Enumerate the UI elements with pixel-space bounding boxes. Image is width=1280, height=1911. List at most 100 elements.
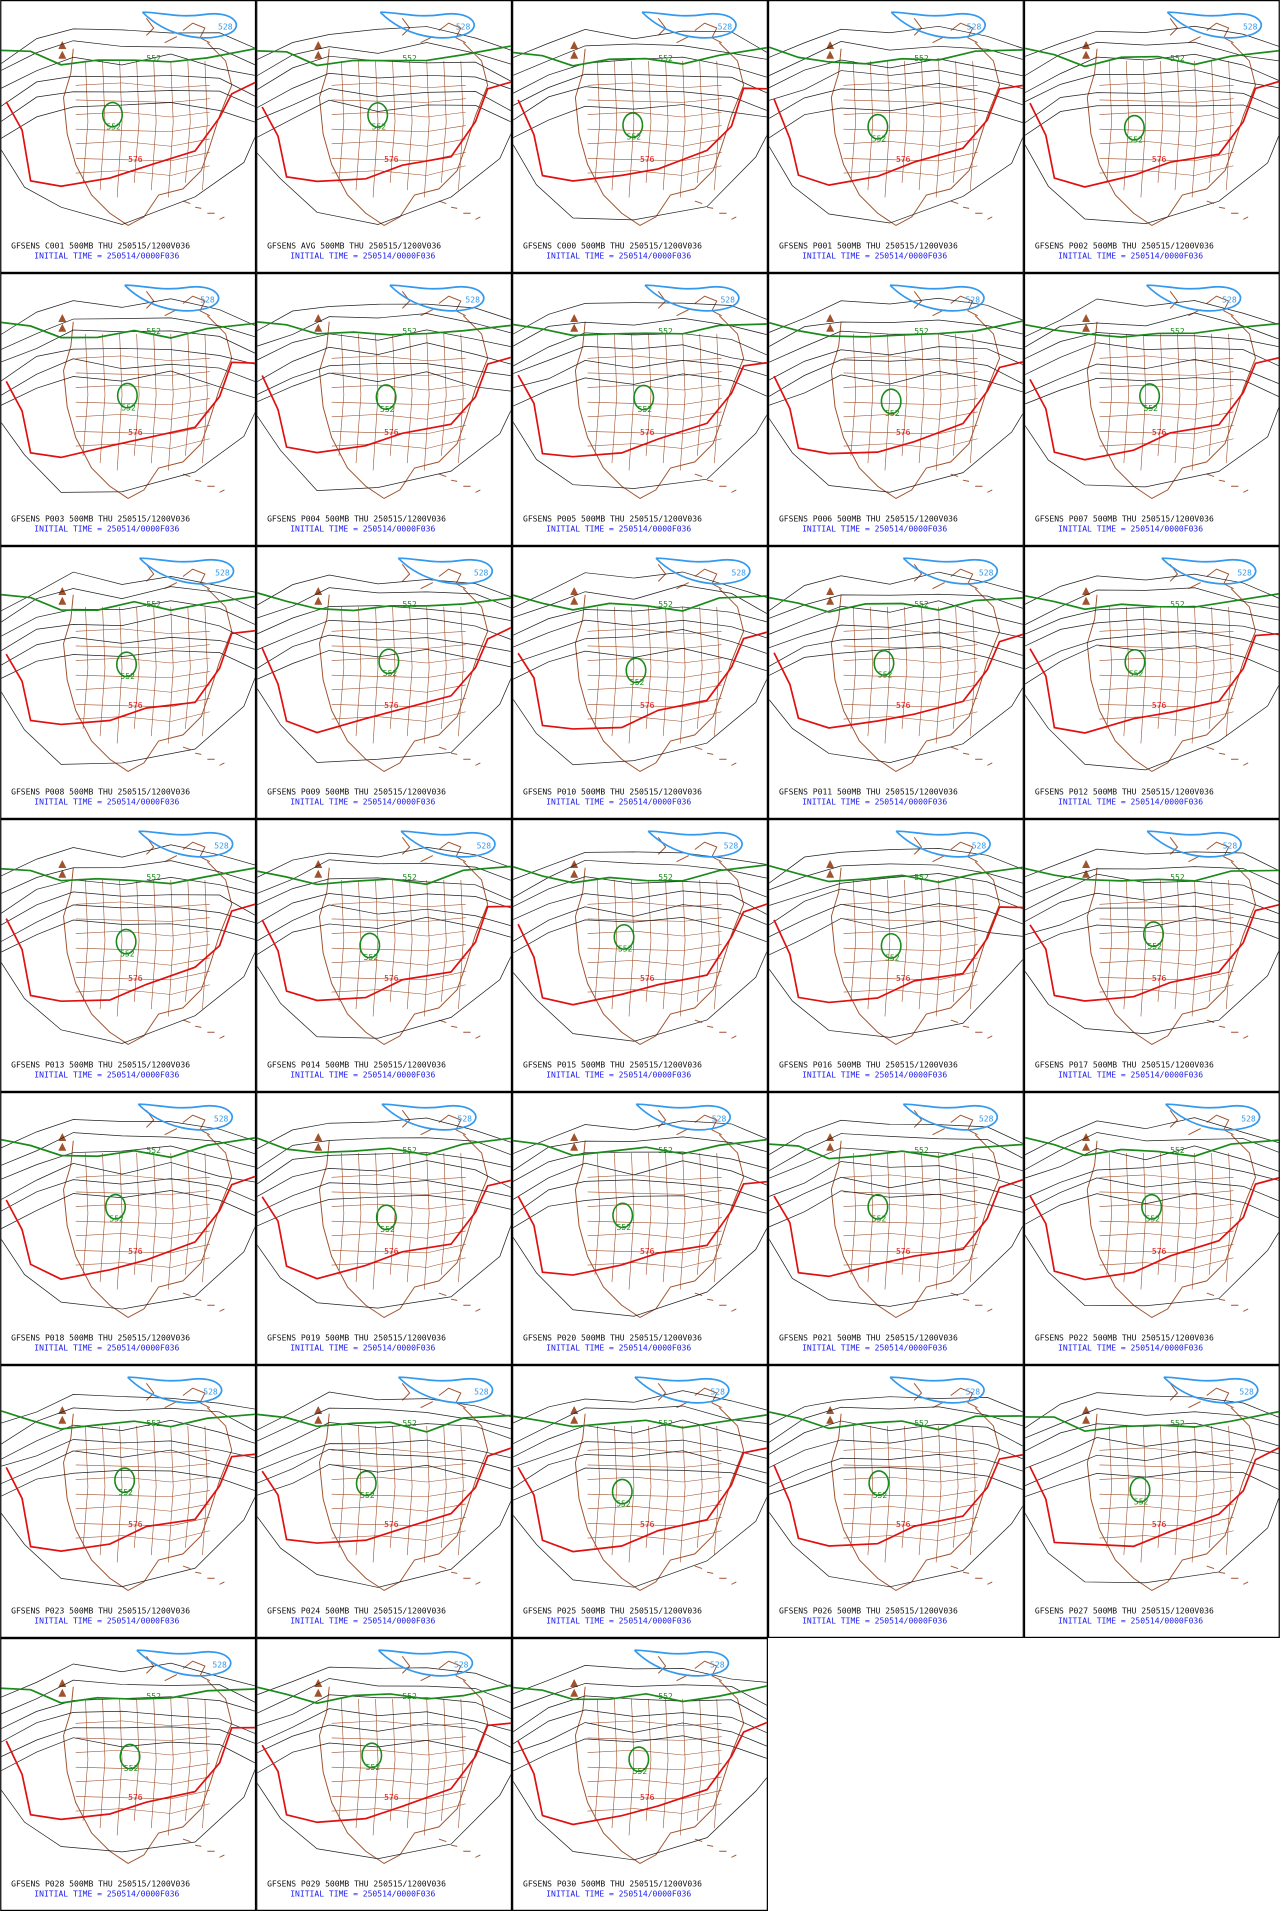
contour-label: 552	[914, 1146, 929, 1155]
border-line	[1225, 333, 1232, 464]
panel-title: GFSENS P009 500MB THU 250515/1200V036	[267, 788, 446, 797]
height-contour	[769, 69, 1023, 101]
border-line	[1099, 1447, 1234, 1454]
initial-time: INITIAL TIME = 250514/0000F036	[802, 524, 947, 533]
border-line	[611, 333, 618, 464]
border-line	[1174, 879, 1181, 1010]
contour-576	[1029, 80, 1279, 188]
contour-label: 552	[360, 1491, 375, 1500]
contour-label: 552	[380, 405, 395, 414]
contour-576	[5, 1726, 255, 1821]
mountain-mark	[314, 586, 323, 605]
border-line	[82, 1698, 89, 1821]
border-line	[1191, 1152, 1198, 1290]
map-area: 552 552 576 528	[1025, 11, 1279, 227]
border-line	[628, 606, 635, 744]
contour-label: 576	[128, 1247, 143, 1256]
border-line	[99, 333, 106, 464]
coastline	[574, 1680, 745, 1865]
height-contour	[513, 876, 767, 907]
height-contour	[1, 1710, 255, 1743]
panel-title: GFSENS C000 500MB THU 250515/1200V036	[523, 242, 702, 251]
border-line	[645, 1425, 652, 1548]
border-line	[75, 355, 210, 362]
panel-title: GFSENS P007 500MB THU 250515/1200V036	[1035, 515, 1214, 524]
contour-label: 576	[1152, 428, 1167, 437]
contour-label: 576	[128, 701, 143, 710]
initial-time: INITIAL TIME = 250514/0000F036	[290, 1343, 435, 1352]
border-line	[1099, 1503, 1234, 1512]
island-arc	[913, 836, 978, 863]
height-contour	[769, 319, 1023, 347]
height-contour	[513, 916, 767, 954]
border-line	[331, 82, 466, 89]
height-contour	[513, 1450, 767, 1489]
height-contour	[769, 1467, 1023, 1495]
contour-528	[647, 830, 743, 858]
border-line	[867, 60, 874, 191]
height-contour	[257, 1666, 511, 1696]
border-line	[168, 1425, 174, 1563]
contour-label: 552	[146, 600, 161, 609]
contour-label: 576	[128, 1793, 143, 1802]
border-line	[1099, 917, 1234, 922]
initial-time: INITIAL TIME = 250514/0000F036	[290, 251, 435, 260]
border-line	[331, 411, 466, 420]
low-552	[868, 1470, 890, 1497]
height-contour	[257, 1463, 511, 1496]
height-contour	[769, 82, 1023, 119]
border-line	[843, 628, 978, 635]
contour-label: 528	[458, 1114, 473, 1123]
contour-label: 528	[972, 841, 987, 850]
height-contour	[257, 1708, 511, 1744]
border-line	[82, 333, 89, 456]
border-line	[1099, 138, 1234, 147]
contour-576	[773, 1453, 1023, 1547]
border-line	[850, 1425, 857, 1548]
height-contour	[513, 1120, 767, 1154]
border-line	[75, 82, 210, 89]
border-line	[587, 901, 722, 908]
border-line	[331, 711, 466, 722]
border-line	[1140, 606, 1147, 744]
contour-528	[1166, 11, 1263, 39]
contour-576	[773, 84, 1023, 187]
contour-label: 528	[967, 22, 982, 31]
border-line	[843, 438, 978, 449]
border-line	[1225, 879, 1232, 1010]
border-line	[150, 606, 157, 737]
border-line	[202, 1152, 208, 1283]
height-contour	[1, 650, 255, 679]
contour-552	[769, 596, 1023, 613]
border-line	[587, 371, 722, 376]
height-contour	[769, 903, 1023, 938]
border-line	[843, 711, 978, 722]
height-contour	[1025, 312, 1279, 348]
height-contour	[1, 637, 255, 666]
contour-label: 552	[1170, 873, 1185, 882]
height-contour	[257, 587, 511, 619]
map-area: 552 552 576 528	[513, 11, 767, 227]
contour-label: 552	[914, 600, 929, 609]
height-contour	[769, 600, 1023, 635]
mountain-mark	[58, 313, 67, 332]
contour-528	[397, 1376, 494, 1404]
coastline	[63, 861, 233, 1046]
height-contour	[1, 1737, 255, 1771]
contour-label: 528	[720, 295, 735, 304]
low-552	[1124, 648, 1146, 675]
forecast-panel: 552 552 576 528 GFSENS P001 500MB THU 250515…	[767, 0, 1024, 273]
border-line	[372, 1152, 379, 1290]
border-line	[611, 606, 618, 737]
contour-label: 552	[146, 873, 161, 882]
coastline	[1086, 315, 1256, 500]
contour-label: 576	[640, 1247, 655, 1256]
border-line	[696, 333, 703, 456]
contour-label: 552	[914, 54, 929, 63]
border-line	[969, 333, 976, 464]
height-contour	[1, 1769, 255, 1853]
border-line	[1157, 606, 1164, 729]
border-line	[75, 684, 210, 693]
forecast-panel: 552 552 576 528 GFSENS C001 500MB THU 250515…	[0, 0, 257, 273]
panel-title: GFSENS P006 500MB THU 250515/1200V036	[779, 515, 958, 524]
